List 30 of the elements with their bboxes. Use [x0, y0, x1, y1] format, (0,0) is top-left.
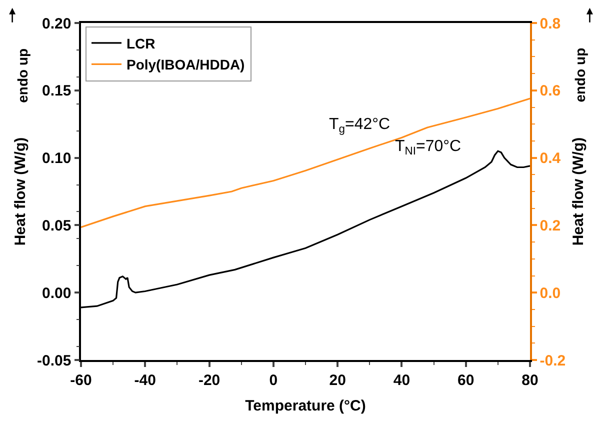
x-tick-label: 0 [269, 372, 278, 389]
y2-tick-label: 0.2 [540, 217, 561, 234]
y2-tick-label: -0.2 [540, 352, 566, 370]
y2-axis-title: Heat flow (W/g) [570, 137, 588, 246]
y-tick-label: 0.20 [42, 15, 72, 32]
y-axis-title: Heat flow (W/g) [12, 137, 29, 246]
text: endo up [14, 48, 31, 103]
annotation: T$_{NI}$=70°C [395, 138, 462, 158]
y-tick-label: 0.05 [42, 217, 72, 234]
y-tick-label: 0.15 [42, 82, 72, 100]
x-tick-label: 40 [393, 372, 410, 389]
y-tick-label: 0.00 [42, 284, 72, 302]
annotation: T$_{g}$=42°C [329, 116, 390, 136]
x-tick-label: -40 [134, 372, 156, 389]
y-tick-label: 0.10 [42, 150, 72, 168]
x-tick-label: 80 [522, 372, 538, 389]
x-tick-label: 20 [329, 372, 346, 389]
text: endo up [572, 48, 588, 102]
y-tick-label: -0.05 [37, 352, 72, 370]
y2-tick-label: 0.4 [540, 150, 562, 168]
line-series [81, 98, 530, 228]
legend-label: LCR [126, 35, 156, 52]
x-tick-label: 60 [458, 372, 474, 389]
y2-tick-label: 0.0 [540, 284, 561, 302]
y2-tick-label: 0.8 [540, 15, 561, 32]
x-axis-title: Temperature (°C) [245, 397, 366, 414]
legend-label: Poly(IBOA/HDDA) [126, 56, 245, 73]
x-tick-label: -60 [70, 372, 92, 389]
y2-tick-label: 0.6 [540, 82, 561, 100]
x-tick-label: -20 [198, 372, 220, 389]
